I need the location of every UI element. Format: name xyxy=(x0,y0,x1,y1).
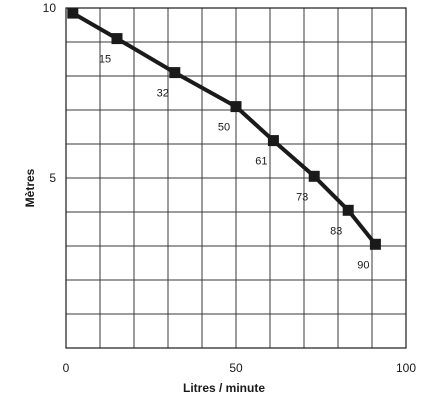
x-tick-label: 100 xyxy=(396,361,416,375)
plot-frame xyxy=(65,7,407,349)
data-point-label: 15 xyxy=(99,54,111,66)
y-tick-label: 5 xyxy=(49,171,56,185)
data-point-marker xyxy=(111,33,123,45)
data-point-marker xyxy=(267,135,279,147)
data-point-marker xyxy=(342,204,354,216)
x-axis-title: Litres / minute xyxy=(183,381,265,395)
data-point-marker xyxy=(230,101,242,113)
data-point-marker xyxy=(67,7,79,19)
data-point-marker xyxy=(308,170,320,182)
data-point-marker xyxy=(369,238,381,250)
y-tick-label: 10 xyxy=(43,1,57,15)
series-line xyxy=(70,11,378,247)
y-axis-title: Mètres xyxy=(23,168,37,207)
point-labels: 15 32 50 61 73 83 90 xyxy=(99,54,370,272)
data-point-marker xyxy=(169,67,181,79)
data-point-label: 32 xyxy=(157,88,169,100)
tick-labels: 0 50 100 5 10 xyxy=(43,1,417,375)
data-point-label: 73 xyxy=(296,191,308,203)
data-point-label: 50 xyxy=(218,122,230,134)
data-point-label: 61 xyxy=(255,156,267,168)
x-tick-label: 0 xyxy=(63,361,70,375)
data-point-label: 83 xyxy=(330,225,342,237)
grid xyxy=(66,8,406,348)
x-tick-label: 50 xyxy=(229,361,243,375)
data-point-label: 90 xyxy=(357,259,369,271)
markers xyxy=(67,7,381,250)
